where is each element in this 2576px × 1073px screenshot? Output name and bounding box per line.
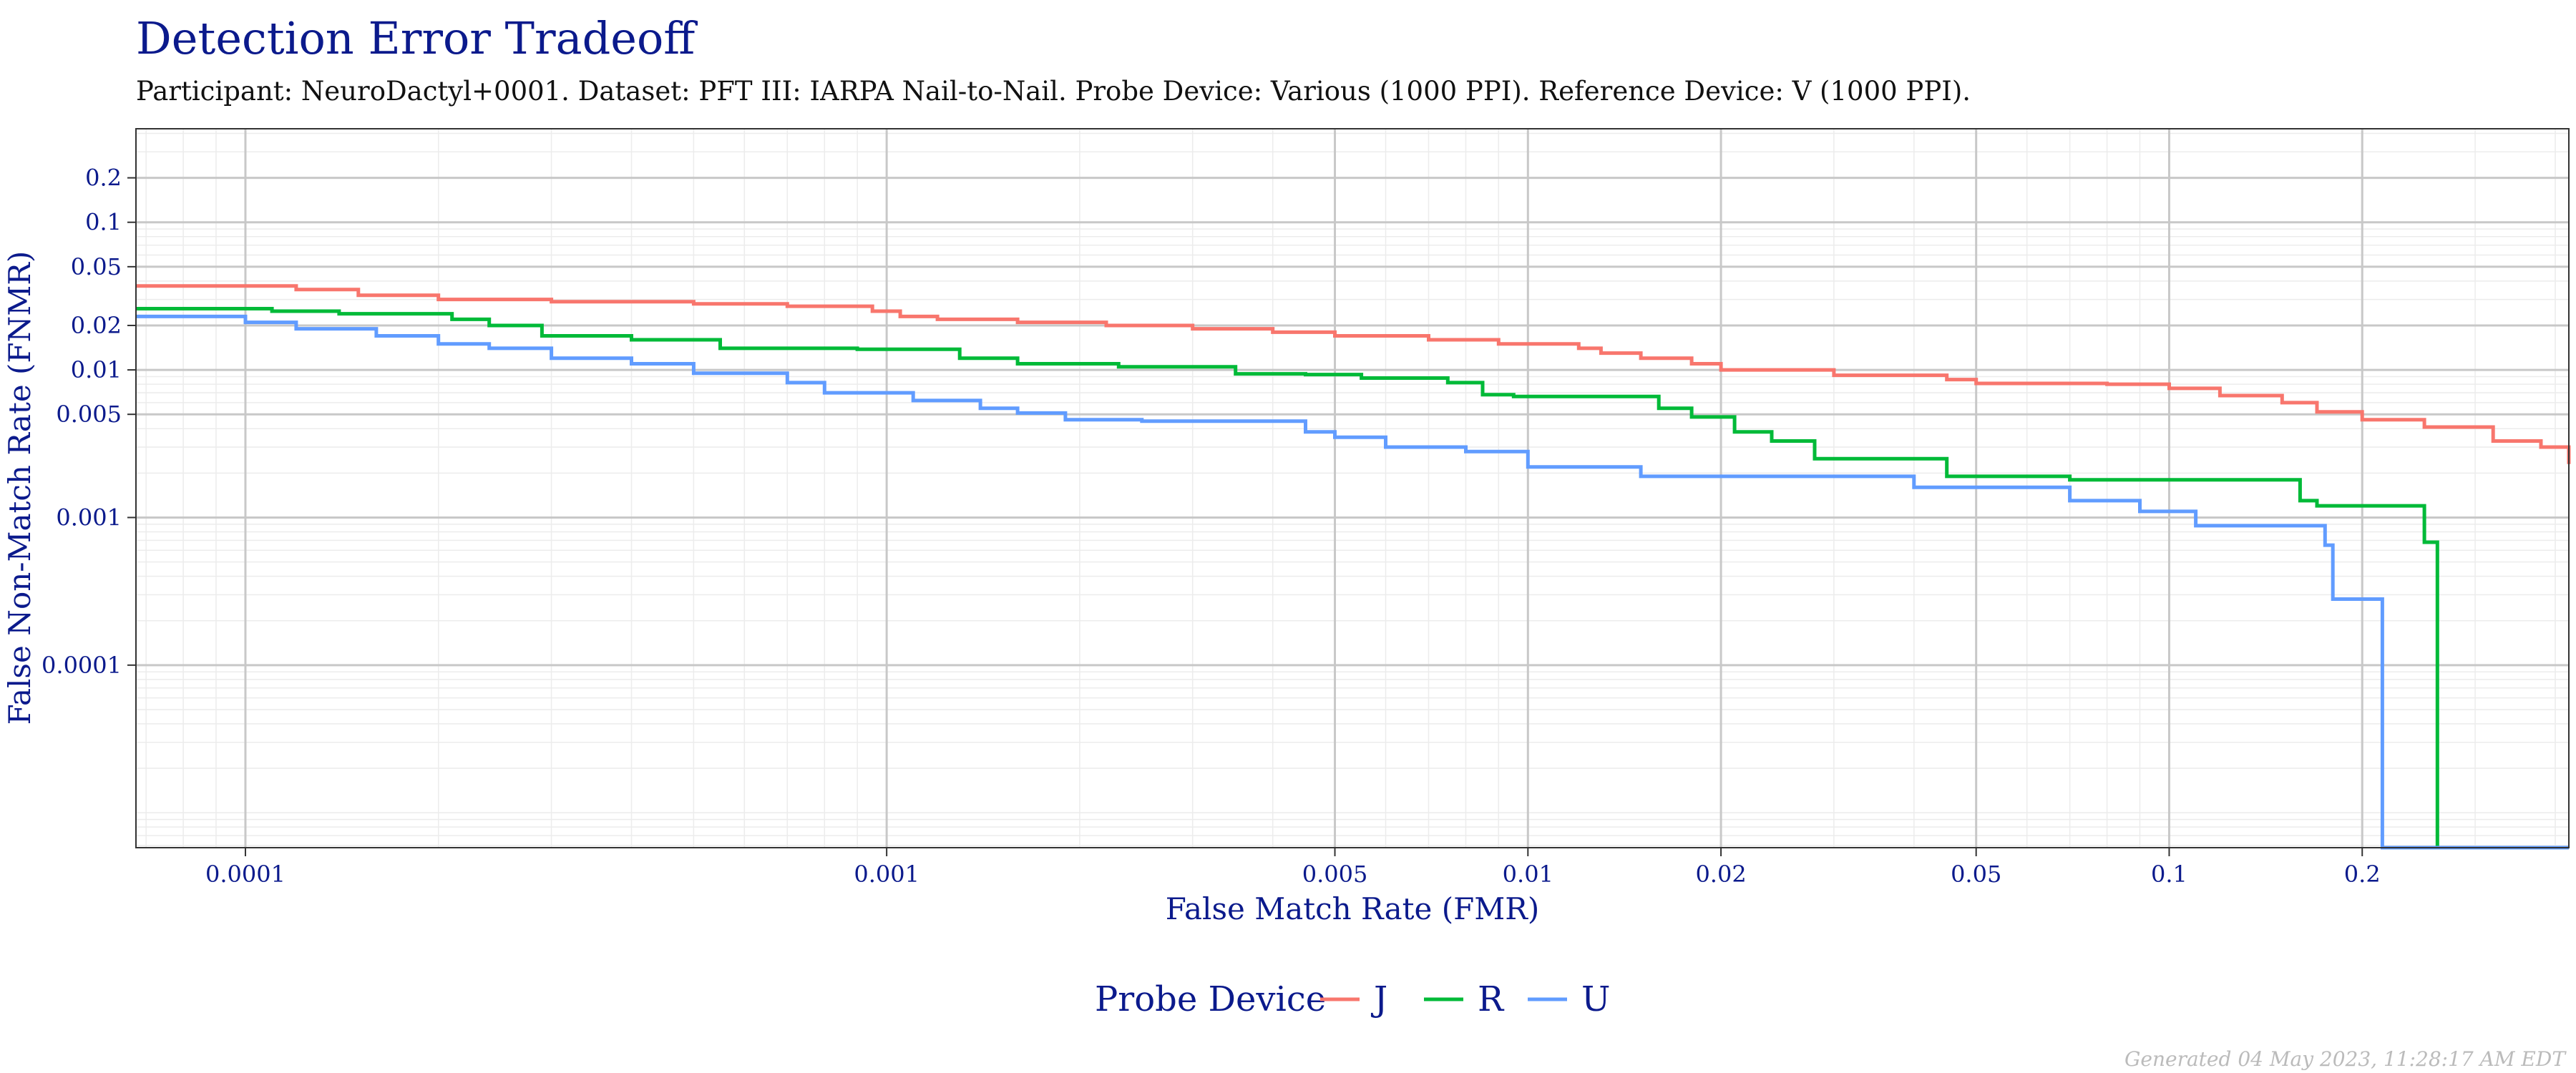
minor-grid [136,129,2569,848]
y-tick-label: 0.01 [71,356,122,383]
series-line-U [136,314,2569,850]
y-axis-ticks: 0.0001 0.001 0.005 0.01 0.02 0.05 0.1 0.2 [42,165,136,679]
y-tick-label: 0.001 [56,504,122,531]
x-tick-label: 0.0001 [205,861,286,888]
y-tick-label: 0.02 [71,312,122,339]
y-axis-label: False Non-Match Rate (FNMR) [2,251,37,725]
x-tick-label: 0.005 [1302,861,1368,888]
footer-timestamp: Generated 04 May 2023, 11:28:17 AM EDT [2124,1047,2567,1071]
x-tick-label: 0.1 [2151,861,2187,888]
chart-subtitle: Participant: NeuroDactyl+0001. Dataset: … [136,76,1971,107]
y-tick-label: 0.005 [56,401,122,428]
legend-title: Probe Device [1095,979,1326,1019]
chart-title: Detection Error Tradeoff [136,12,698,64]
series-line-J [136,284,2571,464]
x-tick-label: 0.01 [1503,861,1553,888]
x-tick-label: 0.02 [1695,861,1746,888]
legend-label-R: R [1478,979,1505,1019]
series-line-R [136,307,2569,850]
legend-label-U: U [1581,979,1610,1019]
x-tick-label: 0.001 [854,861,919,888]
x-tick-label: 0.2 [2344,861,2381,888]
x-tick-label: 0.05 [1951,861,2001,888]
y-tick-label: 0.0001 [42,652,122,679]
y-tick-label: 0.1 [85,209,122,236]
x-axis-ticks: 0.0001 0.001 0.005 0.01 0.02 0.05 0.1 0.2 [205,848,2381,888]
legend-label-J: J [1370,979,1387,1019]
y-tick-label: 0.2 [85,165,122,192]
legend: Probe Device J R U [1095,979,1610,1019]
series-lines [136,284,2571,850]
y-tick-label: 0.05 [71,253,122,280]
x-axis-label: False Match Rate (FMR) [1166,891,1540,926]
plot-panel-border [135,128,2570,848]
